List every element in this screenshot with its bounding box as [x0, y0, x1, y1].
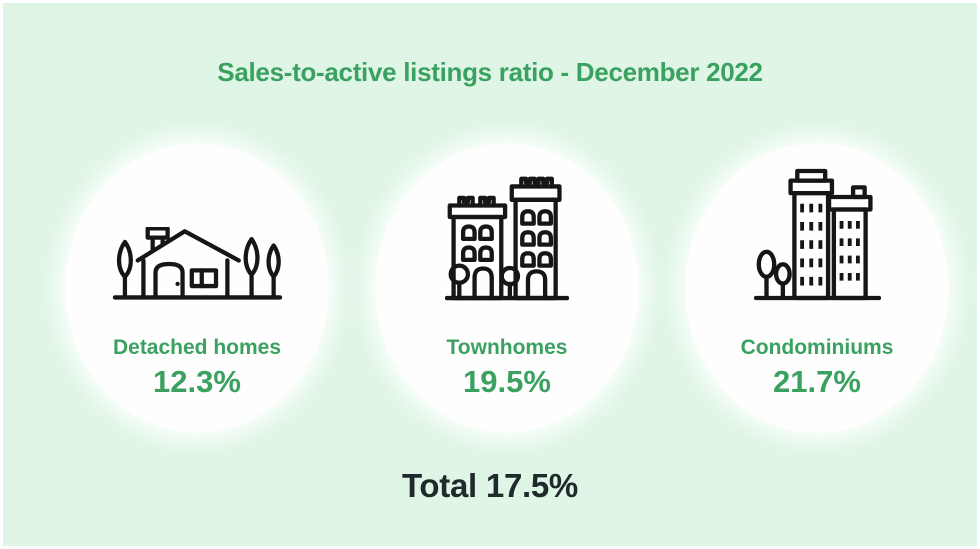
category-card-condominiums: Condominiums 21.7% [685, 143, 949, 434]
detached-house-icon [112, 227, 282, 300]
townhomes-icon [445, 176, 569, 301]
category-card-townhomes: Townhomes 19.5% [375, 143, 639, 434]
condominiums-icon [753, 169, 881, 301]
category-label-townhomes: Townhomes [446, 336, 568, 360]
category-label-detached-homes: Detached homes [112, 336, 282, 360]
category-value-condominiums: 21.7% [773, 364, 861, 400]
category-row: Detached homes 12.3% [3, 143, 977, 434]
category-label-condominiums: Condominiums [740, 336, 894, 360]
total-value: 17.5% [485, 467, 578, 505]
chart-title: Sales-to-active listings ratio - Decembe… [217, 57, 763, 87]
total-line: Total 17.5% [3, 466, 977, 506]
category-value-townhomes: 19.5% [463, 364, 551, 400]
category-card-detached-homes: Detached homes 12.3% [65, 143, 329, 434]
category-value-detached-homes: 12.3% [153, 364, 241, 400]
total-label: Total [402, 467, 477, 505]
